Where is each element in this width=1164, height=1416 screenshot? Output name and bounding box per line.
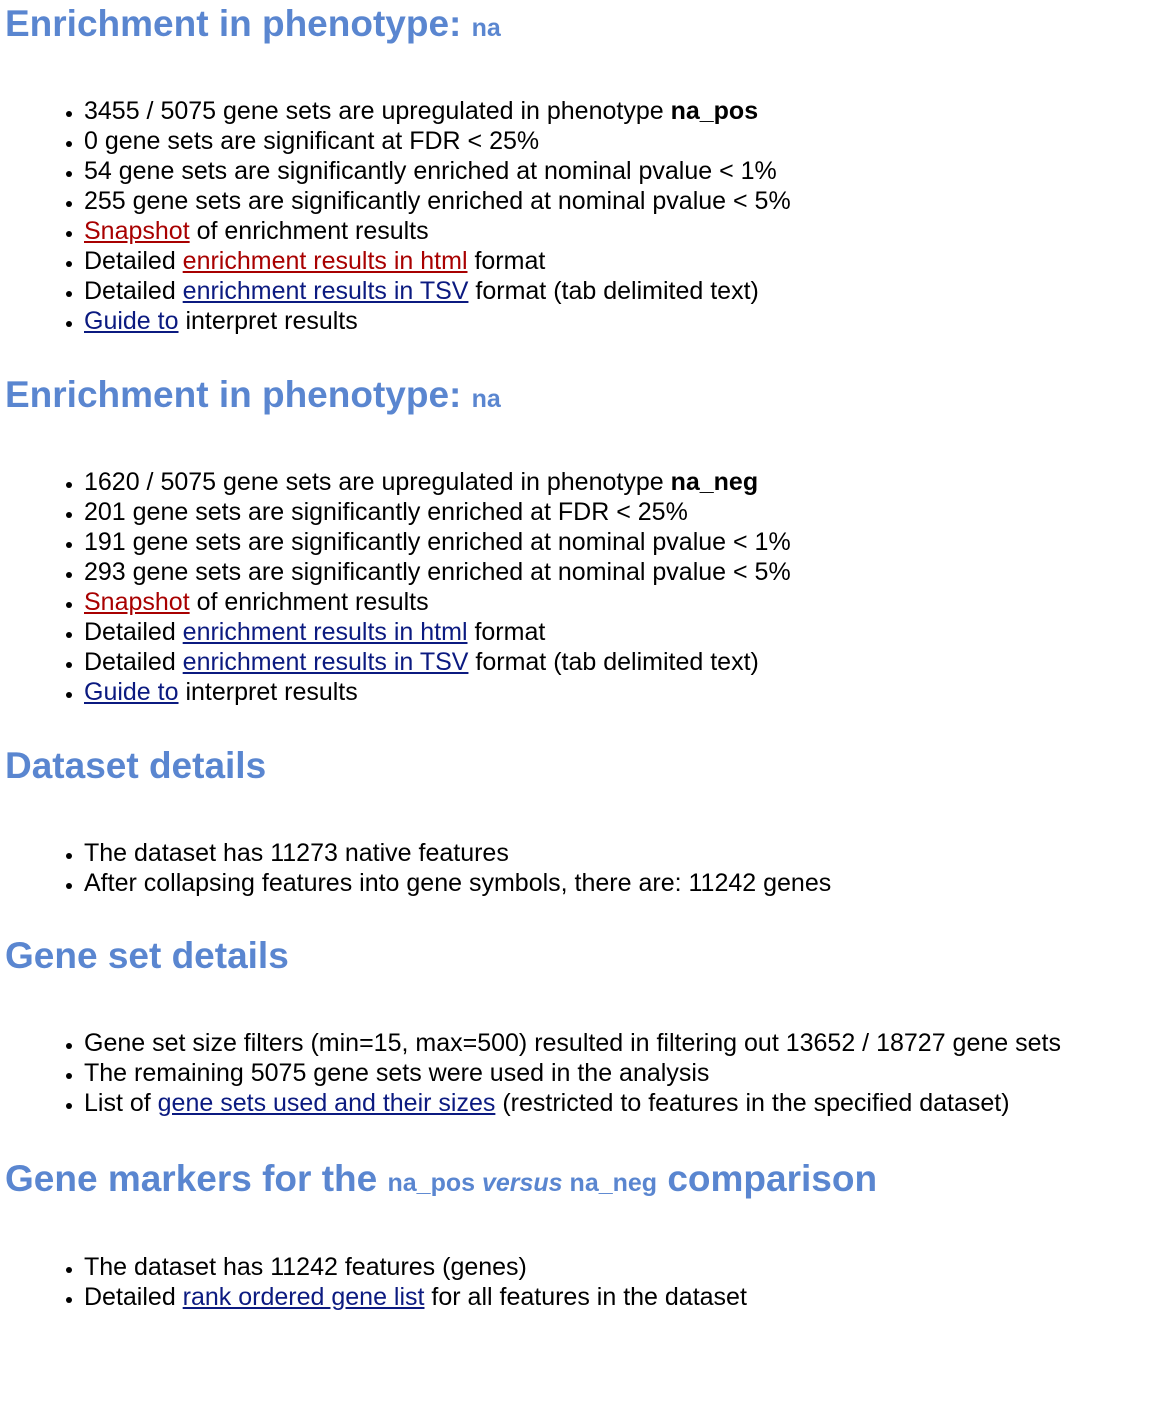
tsv-results-link[interactable]: enrichment results in TSV	[182, 277, 469, 305]
enrichment-list: 1620 / 5075 gene sets are upregulated in…	[5, 467, 1164, 707]
list-item: 293 gene sets are significantly enriched…	[84, 557, 1164, 587]
item-text: Detailed	[84, 277, 183, 305]
item-text: format (tab delimited text)	[468, 277, 759, 305]
list-item: The dataset has 11242 features (genes)	[84, 1252, 1164, 1282]
list-item: The dataset has 11273 native features	[84, 838, 1164, 868]
gene-markers-section: Gene markers for the na_pos versus na_ne…	[5, 1156, 1164, 1312]
list-item: 255 gene sets are significantly enriched…	[84, 186, 1164, 216]
report-page: Enrichment in phenotype: na 3455 / 5075 …	[0, 0, 1164, 1312]
gene-sets-sizes-link[interactable]: gene sets used and their sizes	[157, 1089, 496, 1117]
list-item: 54 gene sets are significantly enriched …	[84, 156, 1164, 186]
enrichment-list: 3455 / 5075 gene sets are upregulated in…	[5, 96, 1164, 336]
section-heading: Gene markers for the na_pos versus na_ne…	[5, 1156, 1164, 1202]
list-item: Detailed enrichment results in html form…	[84, 617, 1164, 647]
heading-text: Enrichment in phenotype:	[5, 3, 462, 44]
item-text: interpret results	[178, 307, 358, 335]
list-item: Detailed enrichment results in TSV forma…	[84, 647, 1164, 677]
phenotype-label: na_neg	[670, 468, 759, 496]
list-item: Snapshot of enrichment results	[84, 216, 1164, 246]
item-text: Detailed	[84, 1283, 183, 1311]
neg-phenotype: na_neg	[569, 1169, 658, 1197]
gene-set-list: Gene set size filters (min=15, max=500) …	[5, 1028, 1164, 1118]
section-heading: Dataset details	[5, 745, 267, 786]
heading-text: Gene markers for the	[5, 1158, 388, 1199]
phenotype-label: na_pos	[670, 97, 759, 125]
dataset-details-section: Dataset details The dataset has 11273 na…	[5, 743, 1164, 898]
dataset-list: The dataset has 11273 native features Af…	[5, 838, 1164, 898]
item-text: 3455 / 5075 gene sets are upregulated in…	[84, 97, 671, 125]
heading-phenotype: na	[471, 14, 501, 42]
list-item: The remaining 5075 gene sets were used i…	[84, 1058, 1164, 1088]
list-item: 3455 / 5075 gene sets are upregulated in…	[84, 96, 1164, 126]
item-text: (restricted to features in the specified…	[495, 1089, 1010, 1117]
item-text: Detailed	[84, 648, 183, 676]
item-text: Detailed	[84, 247, 183, 275]
item-text: of enrichment results	[189, 588, 429, 616]
list-item: Guide to interpret results	[84, 306, 1164, 336]
ranked-gene-list-link[interactable]: rank ordered gene list	[182, 1283, 425, 1311]
guide-link[interactable]: Guide to	[84, 678, 179, 706]
enrichment-section-pos: Enrichment in phenotype: na 3455 / 5075 …	[5, 1, 1164, 336]
list-item: List of gene sets used and their sizes (…	[84, 1088, 1164, 1118]
guide-link[interactable]: Guide to	[84, 307, 179, 335]
list-item: After collapsing features into gene symb…	[84, 868, 1164, 898]
html-results-link[interactable]: enrichment results in html	[182, 247, 468, 275]
list-item: 0 gene sets are significant at FDR < 25%	[84, 126, 1164, 156]
section-heading: Gene set details	[5, 935, 289, 976]
item-text: format (tab delimited text)	[468, 648, 759, 676]
gene-markers-list: The dataset has 11242 features (genes) D…	[5, 1252, 1164, 1312]
item-text: List of	[84, 1089, 158, 1117]
versus-text: versus	[481, 1169, 563, 1197]
item-text: format	[467, 247, 546, 275]
gene-set-details-section: Gene set details Gene set size filters (…	[5, 933, 1164, 1118]
list-item: Guide to interpret results	[84, 677, 1164, 707]
tsv-results-link[interactable]: enrichment results in TSV	[182, 648, 469, 676]
item-text: Detailed	[84, 618, 183, 646]
snapshot-link[interactable]: Snapshot	[84, 217, 190, 245]
item-text: interpret results	[178, 678, 358, 706]
pos-phenotype: na_pos	[387, 1169, 476, 1197]
list-item: 201 gene sets are significantly enriched…	[84, 497, 1164, 527]
heading-phenotype: na	[471, 385, 501, 413]
list-item: Detailed enrichment results in TSV forma…	[84, 276, 1164, 306]
list-item: Detailed enrichment results in html form…	[84, 246, 1164, 276]
item-text: of enrichment results	[189, 217, 429, 245]
heading-text: comparison	[667, 1158, 878, 1199]
list-item: Gene set size filters (min=15, max=500) …	[84, 1028, 1164, 1058]
list-item: Detailed rank ordered gene list for all …	[84, 1282, 1164, 1312]
snapshot-link[interactable]: Snapshot	[84, 588, 190, 616]
list-item: 191 gene sets are significantly enriched…	[84, 527, 1164, 557]
item-text: for all features in the dataset	[424, 1283, 747, 1311]
list-item: 1620 / 5075 gene sets are upregulated in…	[84, 467, 1164, 497]
section-heading: Enrichment in phenotype: na	[5, 372, 1164, 418]
list-item: Snapshot of enrichment results	[84, 587, 1164, 617]
item-text: format	[467, 618, 546, 646]
enrichment-section-neg: Enrichment in phenotype: na 1620 / 5075 …	[5, 372, 1164, 707]
item-text: 1620 / 5075 gene sets are upregulated in…	[84, 468, 671, 496]
heading-text: Enrichment in phenotype:	[5, 374, 462, 415]
html-results-link[interactable]: enrichment results in html	[182, 618, 468, 646]
heading-comparison: na_pos versus na_neg	[387, 1169, 657, 1197]
section-heading: Enrichment in phenotype: na	[5, 1, 1164, 47]
